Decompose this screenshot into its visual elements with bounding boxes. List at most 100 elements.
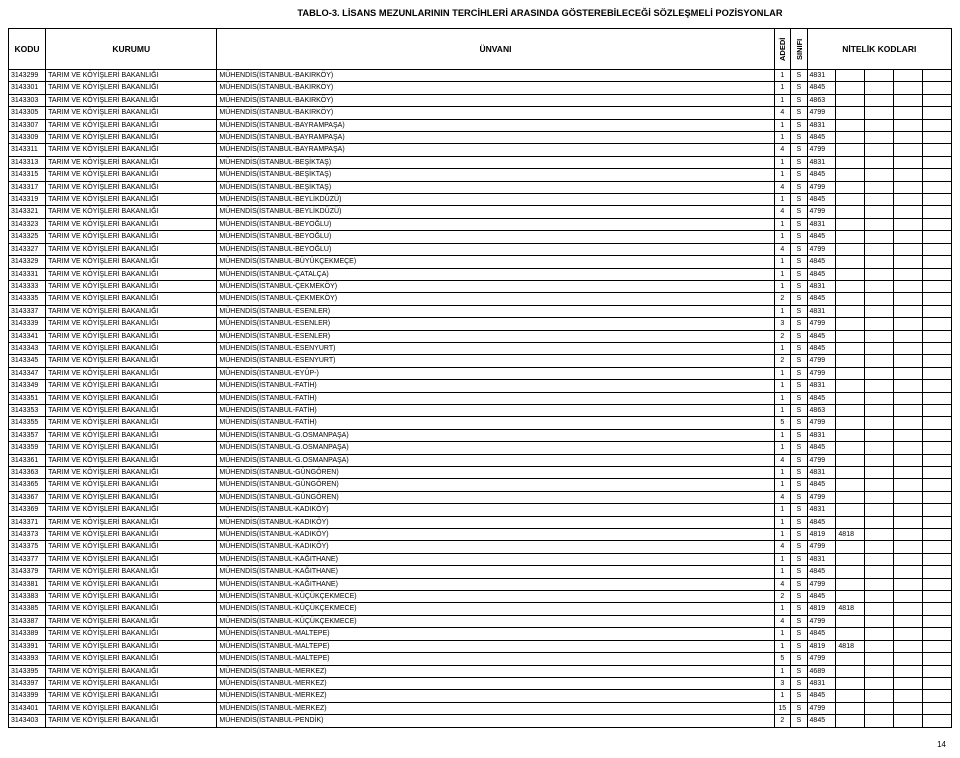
table-cell [923, 169, 952, 181]
table-cell: 4819 [807, 640, 836, 652]
table-cell [865, 342, 894, 354]
table-cell: 4845 [807, 330, 836, 342]
table-cell: TARIM VE KÖYİŞLERİ BAKANLIĞI [46, 392, 217, 404]
table-cell [836, 429, 865, 441]
table-cell [836, 690, 865, 702]
table-cell [894, 467, 923, 479]
table-cell: 1 [774, 280, 791, 292]
table-cell: 1 [774, 628, 791, 640]
table-cell: 4799 [807, 541, 836, 553]
table-cell [865, 355, 894, 367]
table-cell: S [791, 144, 808, 156]
table-row: 3143309TARIM VE KÖYİŞLERİ BAKANLIĞIMÜHEN… [9, 132, 952, 144]
table-cell [894, 206, 923, 218]
table-cell: 3143349 [9, 380, 46, 392]
table-cell: 4 [774, 578, 791, 590]
table-cell: S [791, 467, 808, 479]
table-cell: MÜHENDİS(İSTANBUL-MALTEPE) [217, 653, 774, 665]
table-cell: 3143307 [9, 119, 46, 131]
table-cell: MÜHENDİS(İSTANBUL-BEYLİKDÜZÜ) [217, 206, 774, 218]
table-cell: S [791, 479, 808, 491]
table-cell: 4799 [807, 181, 836, 193]
table-cell: 3143369 [9, 504, 46, 516]
table-cell: 3143403 [9, 715, 46, 727]
table-cell: 1 [774, 218, 791, 230]
table-cell: 3143331 [9, 268, 46, 280]
table-cell [836, 615, 865, 627]
table-cell: 3143299 [9, 70, 46, 82]
table-row: 3143325TARIM VE KÖYİŞLERİ BAKANLIĞIMÜHEN… [9, 231, 952, 243]
table-cell [865, 702, 894, 714]
table-cell [836, 491, 865, 503]
table-cell [865, 677, 894, 689]
table-cell [865, 218, 894, 230]
table-cell [836, 665, 865, 677]
table-cell [894, 194, 923, 206]
table-cell: TARIM VE KÖYİŞLERİ BAKANLIĞI [46, 578, 217, 590]
table-row: 3143327TARIM VE KÖYİŞLERİ BAKANLIĞIMÜHEN… [9, 243, 952, 255]
table-cell: MÜHENDİS(İSTANBUL-ÇEKMEKÖY) [217, 293, 774, 305]
table-cell: 4845 [807, 516, 836, 528]
table-row: 3143337TARIM VE KÖYİŞLERİ BAKANLIĞIMÜHEN… [9, 305, 952, 317]
table-cell [923, 442, 952, 454]
table-row: 3143347TARIM VE KÖYİŞLERİ BAKANLIĞIMÜHEN… [9, 367, 952, 379]
table-cell: 1 [774, 467, 791, 479]
table-cell: MÜHENDİS(İSTANBUL-KADIKÖY) [217, 541, 774, 553]
table-cell [836, 516, 865, 528]
table-row: 3143315TARIM VE KÖYİŞLERİ BAKANLIĞIMÜHEN… [9, 169, 952, 181]
table-cell: 3143393 [9, 653, 46, 665]
table-cell: 1 [774, 553, 791, 565]
table-cell: 1 [774, 194, 791, 206]
table-cell: 2 [774, 591, 791, 603]
table-cell: 3143341 [9, 330, 46, 342]
table-cell: 3143399 [9, 690, 46, 702]
table-cell [836, 504, 865, 516]
table-cell: 4845 [807, 628, 836, 640]
table-cell [894, 107, 923, 119]
table-cell [865, 305, 894, 317]
table-cell [894, 144, 923, 156]
table-cell: 4689 [807, 665, 836, 677]
table-cell: MÜHENDİS(İSTANBUL-MALTEPE) [217, 628, 774, 640]
table-cell [923, 342, 952, 354]
table-cell [923, 690, 952, 702]
table-cell: 4818 [836, 529, 865, 541]
table-cell: 4 [774, 206, 791, 218]
table-cell: 3143401 [9, 702, 46, 714]
table-cell: 3143317 [9, 181, 46, 193]
table-cell: TARIM VE KÖYİŞLERİ BAKANLIĞI [46, 355, 217, 367]
table-cell [894, 392, 923, 404]
col-adedi: ADEDİ [774, 29, 791, 70]
table-cell: MÜHENDİS(İSTANBUL-FATİH) [217, 392, 774, 404]
table-cell: 3143355 [9, 417, 46, 429]
table-cell [894, 181, 923, 193]
table-cell: S [791, 132, 808, 144]
table-cell: 4799 [807, 144, 836, 156]
table-cell: 1 [774, 442, 791, 454]
table-cell [836, 94, 865, 106]
table-cell [923, 380, 952, 392]
table-cell: TARIM VE KÖYİŞLERİ BAKANLIĞI [46, 132, 217, 144]
table-row: 3143363TARIM VE KÖYİŞLERİ BAKANLIĞIMÜHEN… [9, 467, 952, 479]
table-cell: MÜHENDİS(İSTANBUL-BAYRAMPAŞA) [217, 119, 774, 131]
table-cell: 4799 [807, 243, 836, 255]
table-cell: MÜHENDİS(İSTANBUL-KADIKÖY) [217, 516, 774, 528]
table-cell [923, 293, 952, 305]
table-cell: S [791, 318, 808, 330]
table-cell: TARIM VE KÖYİŞLERİ BAKANLIĞI [46, 206, 217, 218]
table-cell: TARIM VE KÖYİŞLERİ BAKANLIĞI [46, 144, 217, 156]
table-cell: 4845 [807, 82, 836, 94]
table-row: 3143343TARIM VE KÖYİŞLERİ BAKANLIĞIMÜHEN… [9, 342, 952, 354]
table-cell: 1 [774, 82, 791, 94]
table-cell [894, 566, 923, 578]
table-cell: MÜHENDİS(İSTANBUL-BAYRAMPAŞA) [217, 132, 774, 144]
table-cell: MÜHENDİS(İSTANBUL-BAKIRKÖY) [217, 82, 774, 94]
table-cell [865, 640, 894, 652]
table-cell: 4845 [807, 342, 836, 354]
table-cell: TARIM VE KÖYİŞLERİ BAKANLIĞI [46, 702, 217, 714]
table-cell: 4 [774, 243, 791, 255]
table-cell: S [791, 367, 808, 379]
table-cell: 3143313 [9, 156, 46, 168]
table-cell: MÜHENDİS(İSTANBUL-ÇEKMEKÖY) [217, 280, 774, 292]
table-cell [894, 690, 923, 702]
